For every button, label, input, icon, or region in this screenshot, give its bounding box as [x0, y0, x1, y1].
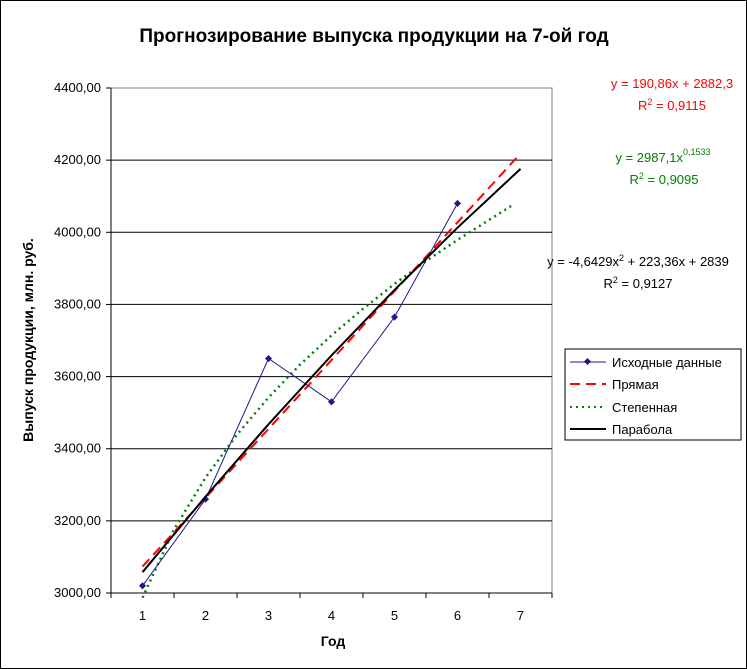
power-r2-value: = 0,9095	[644, 172, 699, 187]
data-point	[390, 313, 399, 321]
data-point	[138, 582, 147, 590]
legend-item-poly: Парабола	[570, 422, 673, 437]
svg-text:y = -4,6429x2 + 223,36x + 2839: y = -4,6429x2 + 223,36x + 2839	[547, 253, 729, 269]
svg-text:y = 2987,1x0,1533: y = 2987,1x0,1533	[615, 147, 710, 165]
linear-r2-sup: 2	[647, 97, 652, 107]
poly-r2-sup: 2	[613, 275, 618, 285]
linear-trend-annotation: y = 190,86x + 2882,3 R2 = 0,9115	[611, 76, 733, 113]
x-tick-label: 6	[454, 608, 461, 623]
y-tick-label: 4000,00	[54, 224, 101, 239]
series-original-line	[142, 203, 458, 587]
y-axis-title: Выпуск продукции, млн. руб.	[20, 238, 36, 442]
y-tick-label: 4200,00	[54, 152, 101, 167]
poly-equation-sup: 2	[619, 253, 624, 263]
legend: Исходные данные Прямая Степенная Парабол…	[564, 348, 742, 441]
svg-text:R2 = 0,9127: R2 = 0,9127	[604, 275, 673, 291]
poly-r2-value: = 0,9127	[618, 276, 673, 291]
legend-item-power: Степенная	[570, 400, 677, 415]
y-axis-ticks: 3000,00 3200,00 3400,00 3600,00 3800,00 4000,…	[54, 80, 112, 600]
x-tick-label: 4	[328, 608, 335, 623]
data-point	[453, 199, 462, 207]
y-tick-label: 4400,00	[54, 80, 101, 95]
data-point	[264, 355, 273, 363]
x-axis-title: Год	[321, 633, 346, 649]
y-tick-label: 3200,00	[54, 513, 101, 528]
legend-item-original: Исходные данные	[570, 355, 722, 370]
y-tick-label: 3800,00	[54, 296, 101, 311]
legend-box	[564, 348, 742, 441]
poly-equation-part2: + 223,36x + 2839	[624, 254, 729, 269]
power-exponent: 0,1533	[683, 147, 711, 157]
x-tick-label: 5	[391, 608, 398, 623]
series-linear-line	[141, 152, 522, 568]
legend-label-linear: Прямая	[612, 377, 659, 392]
linear-r2-value: = 0,9115	[652, 98, 706, 113]
linear-r2-label: R	[638, 98, 647, 113]
y-tick-label: 3400,00	[54, 441, 101, 456]
svg-text:y = 190,86x + 2882,3: y = 190,86x + 2882,3	[611, 76, 733, 91]
power-r2-label: R	[630, 172, 639, 187]
poly-r2-label: R	[604, 276, 613, 291]
legend-item-linear: Прямая	[570, 377, 659, 392]
svg-text:R2 = 0,9095: R2 = 0,9095	[630, 171, 699, 187]
plot-area	[110, 87, 553, 594]
x-axis-ticks: 1 2 3 4 5 6 7	[110, 592, 553, 623]
power-r2-sup: 2	[639, 171, 644, 181]
data-point	[327, 398, 336, 406]
poly-equation-part1: y = -4,6429x	[547, 254, 619, 269]
power-trend-annotation: y = 2987,1x0,1533 R2 = 0,9095	[615, 147, 710, 187]
x-tick-label: 3	[265, 608, 272, 623]
legend-label-power: Степенная	[612, 400, 677, 415]
power-equation: y = 2987,1x	[615, 150, 683, 165]
y-tick-label: 3000,00	[54, 585, 101, 600]
x-tick-label: 2	[202, 608, 209, 623]
svg-text:R2 = 0,9115: R2 = 0,9115	[638, 97, 706, 113]
y-tick-label: 3600,00	[54, 369, 101, 384]
series-layer	[138, 152, 522, 599]
linear-equation: y = 190,86x + 2882,3	[611, 76, 733, 91]
x-tick-label: 1	[139, 608, 146, 623]
x-tick-label: 7	[517, 608, 524, 623]
series-poly-line	[141, 168, 522, 573]
chart-title: Прогнозирование выпуска продукции на 7-о…	[139, 26, 608, 47]
poly-trend-annotation: y = -4,6429x2 + 223,36x + 2839 R2 = 0,91…	[547, 253, 729, 291]
legend-label-original: Исходные данные	[612, 355, 722, 370]
legend-label-poly: Парабола	[612, 422, 673, 437]
